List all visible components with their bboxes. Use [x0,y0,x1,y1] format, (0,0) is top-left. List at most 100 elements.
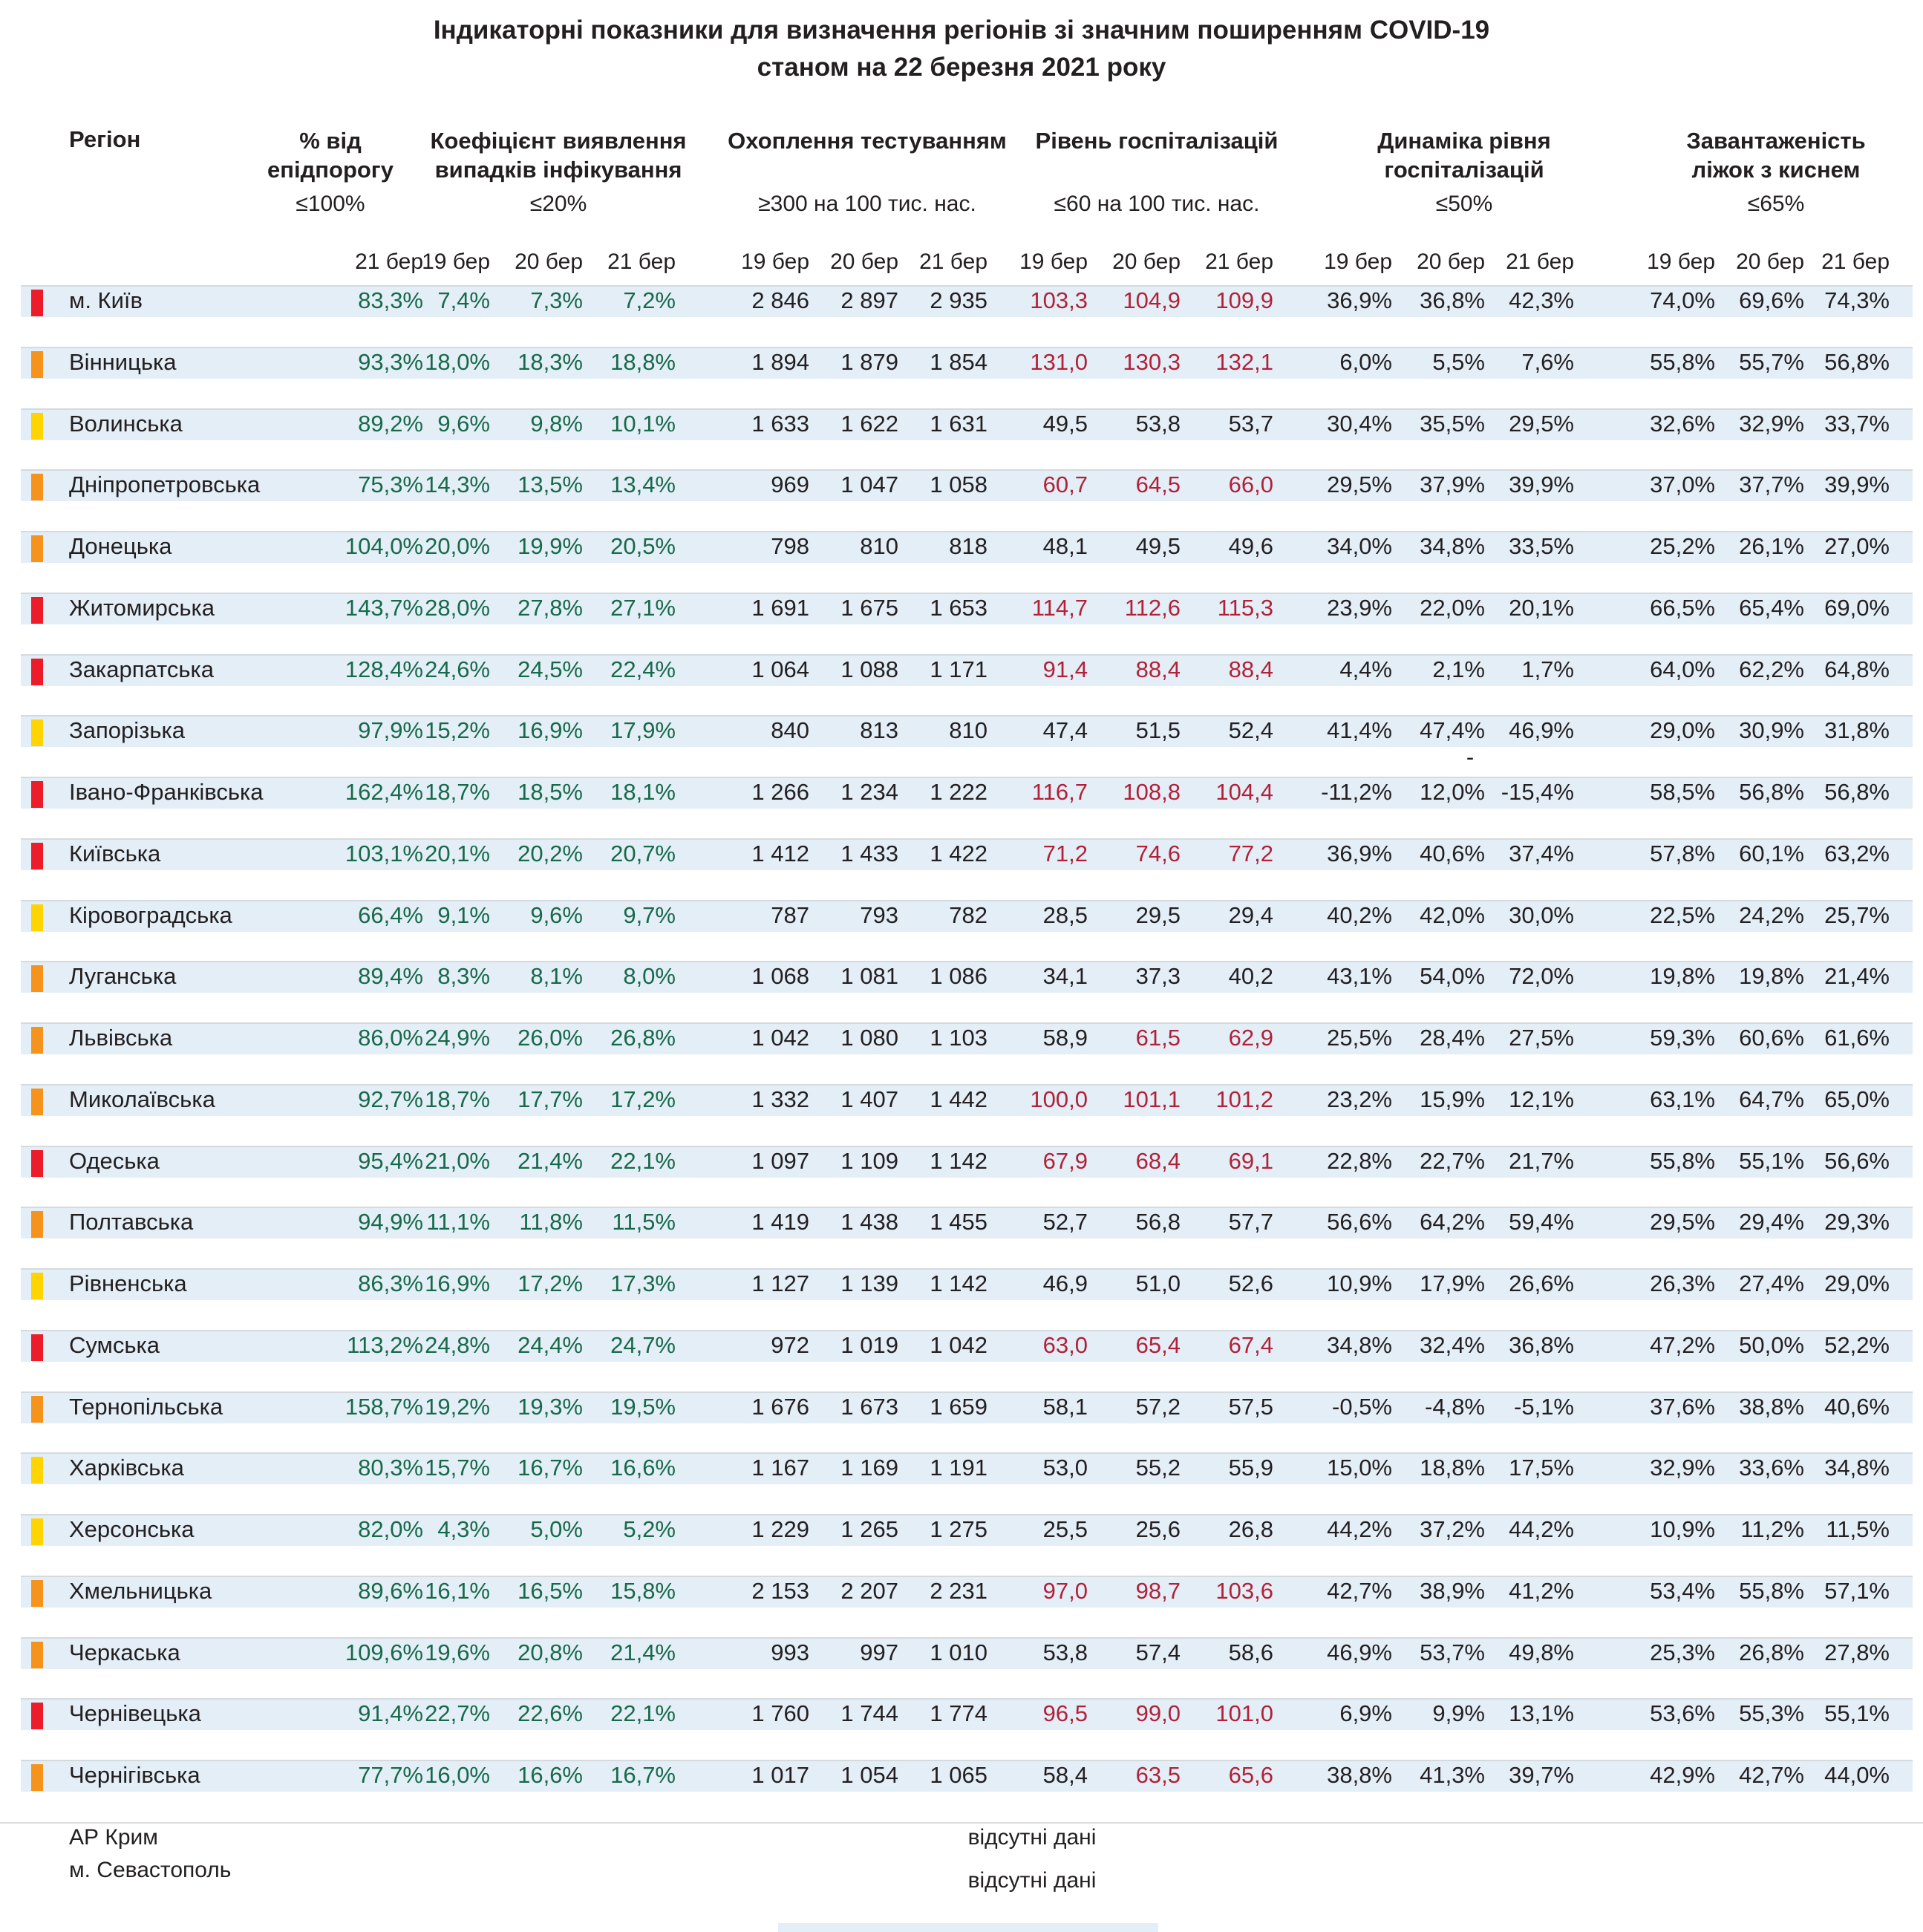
value-oxygen-bed-occupancy-1: 55,3% [1739,1700,1804,1726]
row-band [21,1760,1913,1792]
value-detection-coef-1: 8,1% [530,963,583,989]
value-testing-coverage-0: 1 127 [751,1270,809,1296]
value-testing-coverage-1: 2 897 [840,287,898,313]
value-oxygen-bed-occupancy-0: 59,3% [1650,1025,1715,1051]
value-hospitalization-dynamics-0: 36,9% [1327,841,1392,867]
value-testing-coverage-1: 793 [860,902,898,928]
value-oxygen-bed-occupancy-2: 52,2% [1824,1332,1890,1358]
region-name: Львівська [69,1025,173,1051]
value-detection-coef-2: 16,6% [610,1455,676,1481]
value-testing-coverage-0: 2 846 [751,287,809,313]
value-hospitalization-level-0: 114,7 [1031,595,1088,621]
value-oxygen-bed-occupancy-2: 64,8% [1824,656,1890,682]
no-data-region-name: АР Крим [69,1825,158,1850]
value-detection-coef-1: 19,9% [518,533,583,559]
value-testing-coverage-0: 1 412 [751,841,809,867]
value-hospitalization-dynamics-2: 49,8% [1509,1639,1574,1665]
value-oxygen-bed-occupancy-1: 50,0% [1739,1332,1804,1358]
value-epid-threshold-0: 92,7% [358,1086,423,1112]
value-hospitalization-dynamics-0: 29,5% [1327,471,1392,497]
value-oxygen-bed-occupancy-2: 56,6% [1824,1148,1890,1174]
value-hospitalization-level-2: 55,9 [1228,1455,1273,1481]
value-oxygen-bed-occupancy-1: 38,8% [1739,1394,1804,1420]
value-hospitalization-level-1: 104,9 [1123,287,1181,313]
value-hospitalization-dynamics-1: 28,4% [1420,1025,1485,1051]
value-hospitalization-level-1: 99,0 [1135,1700,1181,1726]
value-hospitalization-level-0: 46,9 [1042,1270,1088,1296]
value-testing-coverage-0: 840 [771,717,809,743]
value-oxygen-bed-occupancy-1: 37,7% [1739,471,1804,497]
value-detection-coef-2: 17,3% [610,1270,676,1296]
section-divider [0,1822,1923,1824]
value-epid-threshold-0: 86,0% [358,1025,423,1051]
value-testing-coverage-1: 1 879 [840,349,898,375]
value-detection-coef-0: 20,0% [425,533,490,559]
column-group-title: % від епідпорогу [267,126,394,184]
value-hospitalization-level-0: 53,0 [1042,1455,1088,1481]
row-band [21,1637,1913,1669]
value-testing-coverage-2: 1 171 [930,656,987,682]
value-oxygen-bed-occupancy-0: 66,5% [1650,595,1715,621]
value-hospitalization-dynamics-1: 15,9% [1420,1086,1485,1112]
threshold-label: ≤60 на 100 тис. нас. [1054,192,1260,216]
value-detection-coef-0: 9,6% [437,411,490,437]
value-hospitalization-level-2: 77,2 [1228,841,1273,867]
region-name: Закарпатська [69,656,215,682]
date-header-cell: 20 бер [1417,249,1485,274]
value-hospitalization-level-0: 53,8 [1042,1639,1088,1665]
value-testing-coverage-0: 798 [771,533,809,559]
value-testing-coverage-2: 1 065 [930,1762,987,1788]
value-testing-coverage-2: 2 231 [930,1578,987,1604]
value-testing-coverage-2: 1 142 [930,1148,987,1174]
region-name: Сумська [69,1332,160,1358]
value-hospitalization-level-2: 62,9 [1228,1025,1273,1051]
value-epid-threshold-0: 80,3% [358,1455,423,1481]
value-hospitalization-level-0: 34,1 [1042,963,1088,989]
value-testing-coverage-1: 1 234 [840,779,898,805]
value-oxygen-bed-occupancy-2: 65,0% [1824,1086,1890,1112]
value-detection-coef-1: 17,7% [518,1086,583,1112]
column-group-title-line: Рівень госпіталізацій [1035,128,1279,154]
value-oxygen-bed-occupancy-1: 33,6% [1739,1455,1804,1481]
value-epid-threshold-0: 109,6% [345,1639,423,1665]
value-oxygen-bed-occupancy-0: 10,9% [1650,1516,1715,1542]
value-testing-coverage-1: 1 019 [840,1332,898,1358]
value-hospitalization-dynamics-0: 40,2% [1327,902,1392,928]
value-hospitalization-dynamics-2: 72,0% [1509,963,1574,989]
value-testing-coverage-1: 1 109 [840,1148,898,1174]
value-testing-coverage-0: 969 [771,471,809,497]
value-oxygen-bed-occupancy-0: 74,0% [1650,287,1715,313]
value-oxygen-bed-occupancy-1: 62,2% [1739,656,1804,682]
date-header-cell: 19 бер [1647,249,1715,274]
column-group-title-line: ліжок з киснем [1691,157,1861,183]
value-oxygen-bed-occupancy-0: 29,5% [1650,1209,1715,1235]
row-band [21,285,1913,317]
value-hospitalization-level-2: 132,1 [1215,349,1273,375]
value-oxygen-bed-occupancy-0: 53,4% [1650,1578,1715,1604]
region-name: м. Київ [69,287,143,313]
value-hospitalization-dynamics-1: 35,5% [1420,411,1485,437]
value-oxygen-bed-occupancy-2: 29,0% [1824,1270,1890,1296]
value-detection-coef-2: 8,0% [623,963,676,989]
value-hospitalization-level-1: 64,5 [1135,471,1181,497]
date-header-cell: 19 бер [1324,249,1392,274]
value-testing-coverage-1: 1 054 [840,1762,898,1788]
value-oxygen-bed-occupancy-1: 55,8% [1739,1578,1804,1604]
value-hospitalization-dynamics-1: 42,0% [1420,902,1485,928]
row-band [21,1576,1913,1608]
value-detection-coef-1: 17,2% [518,1270,583,1296]
row-band [21,347,1913,379]
value-testing-coverage-1: 1 265 [840,1516,898,1542]
value-detection-coef-2: 18,1% [610,779,676,805]
column-group-title-line: госпіталізацій [1384,157,1544,183]
region-alert-marker [31,1396,43,1423]
value-detection-coef-0: 15,2% [425,717,490,743]
region-name: Вінницька [69,349,177,375]
date-header-cell: 21 бер [919,249,987,274]
value-oxygen-bed-occupancy-2: 27,0% [1824,533,1890,559]
value-detection-coef-1: 16,9% [518,717,583,743]
value-hospitalization-level-1: 29,5 [1135,902,1181,928]
value-hospitalization-dynamics-0: 30,4% [1327,411,1392,437]
value-hospitalization-level-2: 66,0 [1228,471,1273,497]
value-testing-coverage-1: 810 [860,533,898,559]
